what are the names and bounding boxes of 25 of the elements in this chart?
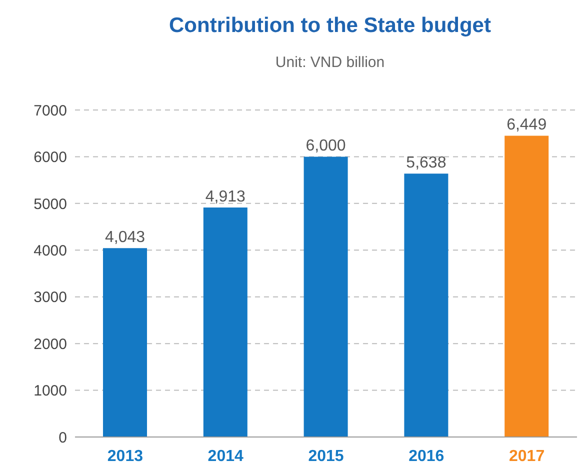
y-tick-label: 3000 bbox=[34, 289, 67, 306]
x-tick-label: 2016 bbox=[408, 448, 444, 465]
y-tick-label: 6000 bbox=[34, 149, 67, 166]
data-label: 5,638 bbox=[406, 154, 446, 172]
y-tick-label: 0 bbox=[58, 429, 67, 446]
y-tick-label: 5000 bbox=[34, 196, 67, 213]
y-tick-label: 1000 bbox=[34, 382, 67, 400]
bar bbox=[404, 174, 448, 437]
data-label: 4,043 bbox=[104, 229, 146, 246]
chart-subtitle: Unit: VND billion bbox=[274, 54, 386, 71]
bar bbox=[304, 156, 348, 437]
bar bbox=[203, 207, 248, 437]
bar bbox=[504, 136, 549, 437]
x-tick-label: 2013 bbox=[107, 448, 144, 465]
data-label: 6,000 bbox=[306, 138, 346, 155]
bar bbox=[103, 248, 147, 437]
data-label: 4,913 bbox=[205, 188, 246, 206]
y-tick-label: 7000 bbox=[34, 102, 67, 120]
x-tick-label: 2017 bbox=[509, 448, 545, 465]
x-tick-label: 2015 bbox=[308, 448, 344, 465]
data-label: 6,449 bbox=[506, 116, 547, 134]
y-tick-label: 2000 bbox=[34, 336, 67, 353]
y-tick-label: 4000 bbox=[34, 242, 67, 260]
chart-title: Contribution to the State budget bbox=[168, 14, 492, 38]
x-tick-label: 2014 bbox=[208, 448, 244, 465]
